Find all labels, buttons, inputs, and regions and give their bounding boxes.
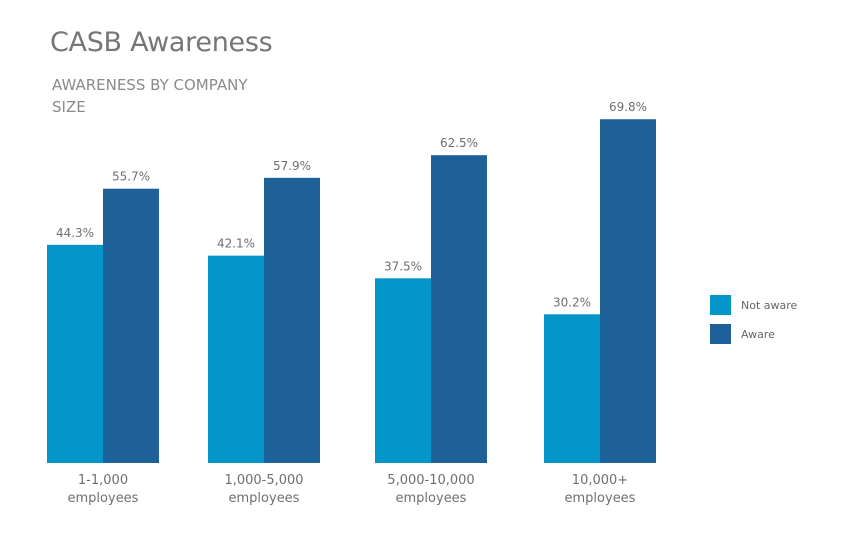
bar-aware-4 (600, 119, 656, 464)
data-label-aware-1: 55.7% (112, 170, 150, 184)
legend-swatch-not-aware (710, 295, 731, 315)
bar-aware-2 (264, 177, 320, 463)
legend-label-not-aware: Not aware (741, 298, 798, 312)
legend-swatch-aware (710, 324, 731, 344)
category-label-2-line-1: 1,000-5,000 (224, 473, 303, 488)
category-label-4-line-1: 10,000+ (572, 473, 628, 488)
bar-aware-1 (103, 188, 159, 464)
category-label-1-line-2: employees (68, 491, 139, 506)
legend-item-not-aware: Not aware (710, 295, 797, 315)
bar-not-aware-1 (47, 244, 103, 463)
category-label-3-line-2: employees (396, 491, 467, 506)
category-label-3-line-1: 5,000-10,000 (387, 473, 474, 488)
category-label-2-line-2: employees (229, 491, 300, 506)
data-label-not-aware-2: 42.1% (217, 237, 255, 251)
data-label-aware-2: 57.9% (273, 159, 311, 173)
category-label-1-line-1: 1-1,000 (78, 473, 128, 488)
legend-label-aware: Aware (741, 327, 775, 341)
bar-not-aware-2 (208, 255, 264, 463)
data-label-not-aware-3: 37.5% (384, 259, 422, 273)
bar-not-aware-3 (375, 278, 431, 463)
data-label-aware-4: 69.8% (609, 100, 647, 114)
data-label-not-aware-1: 44.3% (56, 226, 94, 240)
data-label-not-aware-4: 30.2% (553, 295, 591, 309)
chart-subtitle: AWARENESS BY COMPANY SIZE (52, 76, 248, 116)
legend-item-aware: Aware (710, 324, 797, 344)
bar-not-aware-4 (544, 314, 600, 463)
legend: Not aware Aware (710, 295, 797, 353)
category-label-4-line-2: employees (565, 491, 636, 506)
bar-aware-3 (431, 155, 487, 463)
chart-title: CASB Awareness (50, 27, 273, 58)
data-label-aware-3: 62.5% (440, 136, 478, 150)
